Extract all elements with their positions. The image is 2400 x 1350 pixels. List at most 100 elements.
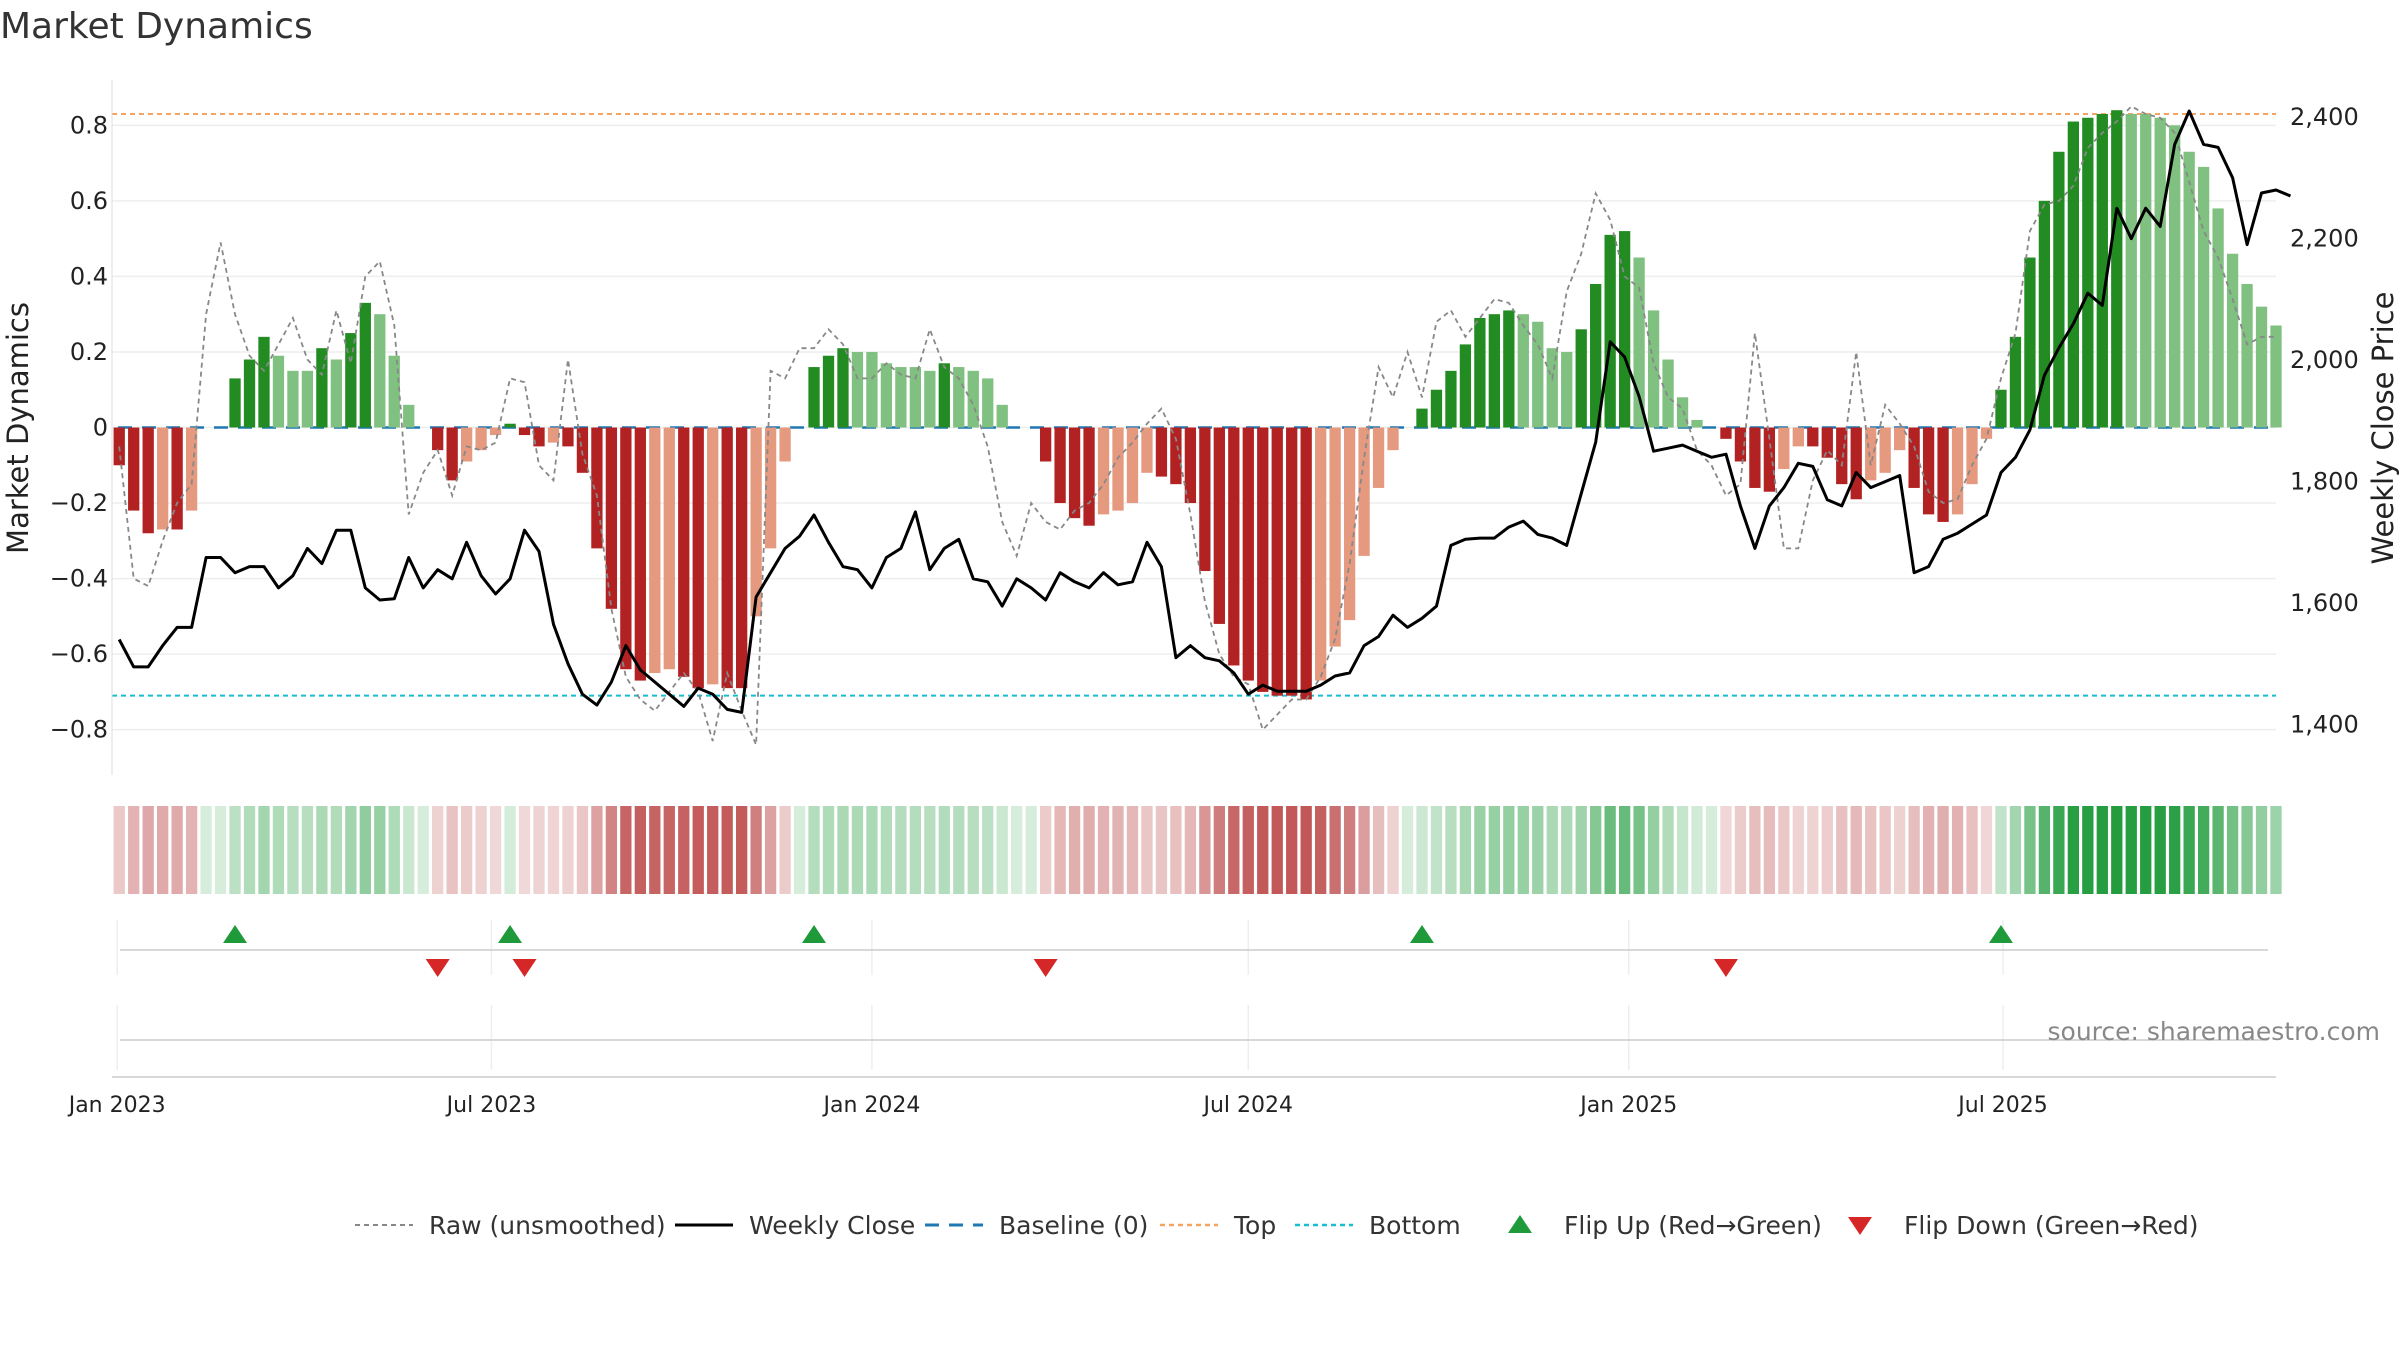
histogram-bar — [2024, 257, 2036, 428]
heat-cell — [837, 806, 849, 894]
histogram-bar — [330, 359, 343, 428]
histogram-bar — [345, 333, 357, 428]
flip-up-marker — [223, 925, 248, 943]
histogram-bar — [1286, 427, 1298, 696]
histogram-bar — [721, 427, 733, 689]
heat-cell — [1286, 806, 1298, 894]
heat-cell — [634, 806, 646, 894]
histogram-bar — [1618, 231, 1631, 428]
heat-cell — [200, 806, 212, 894]
histogram-bar — [1242, 427, 1254, 681]
heat-cell — [982, 806, 994, 894]
heat-cell — [2067, 806, 2079, 894]
left-tick-label: −0.8 — [50, 716, 108, 744]
heat-cell — [649, 806, 661, 894]
heat-cell — [1329, 806, 1341, 894]
histogram-bar — [779, 427, 791, 462]
histogram-bar — [1879, 427, 1891, 473]
histogram-bar — [1474, 317, 1486, 428]
histogram-bar — [1083, 427, 1095, 526]
histogram-bar — [1532, 321, 1544, 428]
heat-cell — [1199, 806, 1211, 894]
heat-cell — [1054, 806, 1066, 894]
histogram-bar — [1865, 427, 1877, 481]
heat-cell — [1068, 806, 1081, 894]
heat-cell — [1083, 806, 1095, 894]
histogram-bar — [851, 351, 864, 428]
histogram-bar — [258, 336, 270, 428]
heat-cell — [518, 806, 531, 894]
histogram-bar — [1430, 389, 1443, 428]
right-tick-label: 2,400 — [2290, 103, 2359, 131]
heat-cell — [996, 806, 1008, 894]
histogram-bars — [113, 110, 2282, 700]
histogram-bar — [2125, 113, 2137, 428]
heat-cell — [489, 806, 502, 894]
histogram-bar — [157, 427, 169, 530]
heat-cell — [1343, 806, 1356, 894]
heat-cell — [2125, 806, 2137, 894]
histogram-bar — [808, 367, 820, 428]
heat-cell — [214, 806, 227, 894]
heat-cell — [866, 806, 878, 894]
histogram-bar — [1980, 427, 1993, 439]
histogram-bar — [967, 370, 979, 428]
legend-item-bottom: Bottom — [1295, 1211, 1461, 1240]
histogram-bar — [1199, 427, 1211, 572]
heat-cell — [504, 806, 516, 894]
histogram-bar — [1329, 427, 1341, 647]
left-tick-label: 0.6 — [70, 187, 108, 215]
histogram-bar — [1054, 427, 1066, 504]
heat-cell — [851, 806, 864, 894]
heat-cell — [1604, 806, 1616, 894]
x-tick-label: Jan 2025 — [1578, 1093, 1677, 1118]
right-axis-label: Weekly Close Price — [2366, 292, 2400, 565]
heat-cell — [1749, 806, 1761, 894]
histogram-bar — [866, 351, 878, 428]
heat-cell — [880, 806, 893, 894]
weekly-close-line — [117, 109, 2292, 714]
histogram-bar — [1503, 310, 1515, 428]
left-tick-label: 0 — [93, 414, 108, 442]
heat-cell — [1257, 806, 1269, 894]
legend-label: Raw (unsmoothed) — [429, 1211, 666, 1240]
heat-cell — [1300, 806, 1312, 894]
histogram-bar — [1488, 314, 1500, 428]
histogram-bar — [1358, 427, 1370, 556]
heat-cell — [1778, 806, 1790, 894]
heat-cell — [359, 806, 371, 894]
heat-cell — [1633, 806, 1645, 894]
heat-cell — [620, 806, 632, 894]
heat-cell — [2154, 806, 2166, 894]
heat-cell — [2140, 806, 2152, 894]
heat-cell — [1792, 806, 1804, 894]
histogram-bar — [1792, 427, 1804, 447]
histogram-bar — [2212, 208, 2224, 428]
heat-cell — [1590, 806, 1602, 894]
histogram-bar — [1459, 344, 1472, 428]
histogram-bar — [1387, 427, 1399, 451]
raw-series — [118, 105, 2276, 746]
heat-cell — [1474, 806, 1486, 894]
histogram-bar — [171, 427, 183, 530]
histogram-bar — [996, 404, 1008, 428]
heat-cell — [721, 806, 733, 894]
heat-cell — [1445, 806, 1457, 894]
heat-cell — [460, 806, 473, 894]
heat-cell — [287, 806, 299, 894]
left-tick-label: −0.2 — [50, 489, 108, 517]
heat-cell — [1865, 806, 1877, 894]
heat-cell — [1372, 806, 1385, 894]
histogram-bar — [185, 427, 198, 511]
flip-markers-panel — [120, 925, 2268, 977]
histogram-bar — [2169, 125, 2181, 428]
histogram-bar — [2038, 200, 2051, 428]
histogram-bar — [1315, 427, 1327, 681]
heat-cell — [1112, 806, 1124, 894]
flip-down-marker — [425, 959, 450, 977]
heat-cell — [417, 806, 429, 894]
right-axis-ticks: 2,400 2,200 2,000 1,800 1,600 1,400 — [2290, 103, 2359, 739]
left-tick-label: −0.6 — [50, 640, 108, 668]
histogram-bar — [1257, 427, 1269, 692]
flip-down-marker — [512, 959, 537, 977]
